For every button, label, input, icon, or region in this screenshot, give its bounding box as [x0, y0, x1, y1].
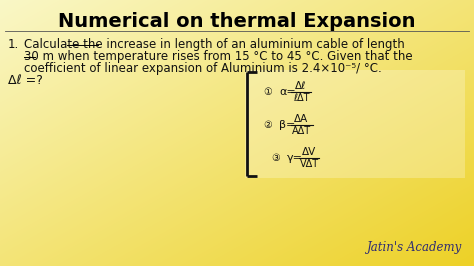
Text: AΔT: AΔT: [292, 126, 310, 136]
Text: β=: β=: [279, 120, 295, 130]
Text: ③: ③: [271, 153, 280, 163]
Text: ℓΔT: ℓΔT: [293, 93, 309, 103]
Text: coefficient of linear expansion of Aluminium is 2.4×10⁻⁵/ °C.: coefficient of linear expansion of Alumi…: [24, 62, 382, 75]
Text: ①: ①: [263, 87, 272, 97]
Text: ΔA: ΔA: [294, 114, 308, 124]
Text: ②: ②: [263, 120, 272, 130]
Text: γ=: γ=: [287, 153, 303, 163]
Text: 1.: 1.: [8, 38, 19, 51]
Text: VΔT: VΔT: [300, 159, 319, 169]
Text: Jatin's Academy: Jatin's Academy: [367, 241, 462, 254]
Text: Δℓ =?: Δℓ =?: [8, 74, 43, 87]
Text: Calculate the increase in length of an aluminium cable of length: Calculate the increase in length of an a…: [24, 38, 405, 51]
Text: α=: α=: [279, 87, 296, 97]
Text: Δℓ: Δℓ: [295, 81, 307, 91]
Text: 30 m when temperature rises from 15 °C to 45 °C. Given that the: 30 m when temperature rises from 15 °C t…: [24, 50, 413, 63]
Text: ΔV: ΔV: [302, 147, 316, 157]
FancyBboxPatch shape: [245, 70, 465, 178]
Text: Numerical on thermal Expansion: Numerical on thermal Expansion: [58, 12, 416, 31]
